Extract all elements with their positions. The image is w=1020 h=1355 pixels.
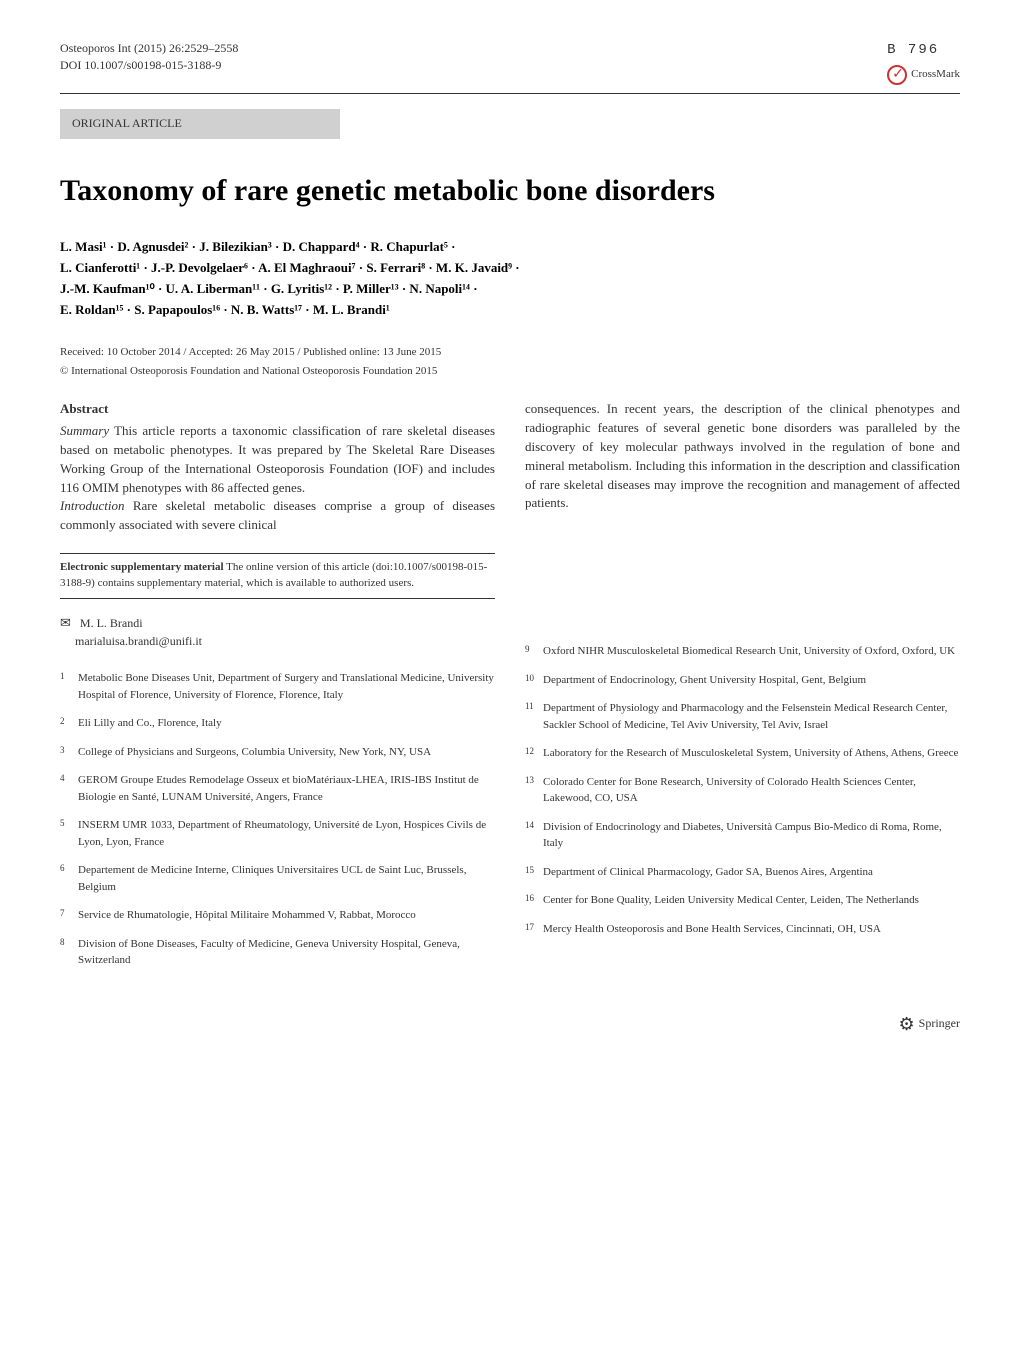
affiliation-item: 10Department of Endocrinology, Ghent Uni…	[525, 672, 960, 689]
crossmark-icon	[887, 65, 907, 85]
affiliation-text: INSERM UMR 1033, Department of Rheumatol…	[78, 817, 495, 850]
affiliation-item: 5INSERM UMR 1033, Department of Rheumato…	[60, 817, 495, 850]
received-dates: Received: 10 October 2014 / Accepted: 26…	[60, 345, 960, 361]
affiliation-item: 4GEROM Groupe Etudes Remodelage Osseux e…	[60, 772, 495, 805]
affiliation-item: 6Departement de Medicine Interne, Cliniq…	[60, 862, 495, 895]
affiliation-number: 5	[60, 817, 78, 850]
authors: L. Masi¹ · D. Agnusdei² · J. Bilezikian³…	[60, 237, 960, 320]
abstract-intro: Introduction Rare skeletal metabolic dis…	[60, 497, 495, 535]
affiliation-text: College of Physicians and Surgeons, Colu…	[78, 744, 495, 761]
envelope-icon: ✉	[60, 615, 71, 630]
affiliation-text: Colorado Center for Bone Research, Unive…	[543, 774, 960, 807]
right-column: consequences. In recent years, the descr…	[525, 400, 960, 981]
doi: DOI 10.1007/s00198-015-3188-9	[60, 57, 238, 74]
left-column: Abstract Summary This article reports a …	[60, 400, 495, 981]
affiliation-item: 13Colorado Center for Bone Research, Uni…	[525, 774, 960, 807]
affiliation-number: 10	[525, 672, 543, 689]
affiliation-item: 12Laboratory for the Research of Musculo…	[525, 745, 960, 762]
crossmark-badge[interactable]: CrossMark	[887, 65, 960, 85]
affiliation-text: Division of Bone Diseases, Faculty of Me…	[78, 936, 495, 969]
affiliation-item: 11Department of Physiology and Pharmacol…	[525, 700, 960, 733]
affiliation-number: 9	[525, 643, 543, 660]
authors-line: L. Cianferotti¹ · J.-P. Devolgelaer⁶ · A…	[60, 258, 960, 279]
springer-icon: ⚙	[899, 1011, 915, 1037]
affiliation-number: 14	[525, 819, 543, 852]
affiliation-text: Center for Bone Quality, Leiden Universi…	[543, 892, 960, 909]
affiliation-text: Department of Endocrinology, Ghent Unive…	[543, 672, 960, 689]
affiliation-text: Department of Clinical Pharmacology, Gad…	[543, 864, 960, 881]
affiliation-item: 7Service de Rhumatologie, Hôpital Milita…	[60, 907, 495, 924]
corresponding-author: ✉ M. L. Brandi marialuisa.brandi@unifi.i…	[60, 614, 495, 650]
footer: ⚙ Springer	[60, 1011, 960, 1037]
affiliation-text: Mercy Health Osteoporosis and Bone Healt…	[543, 921, 960, 938]
abstract-continuation: consequences. In recent years, the descr…	[525, 400, 960, 513]
affiliation-item: 8Division of Bone Diseases, Faculty of M…	[60, 936, 495, 969]
affiliation-item: 16Center for Bone Quality, Leiden Univer…	[525, 892, 960, 909]
affiliations-right: 9Oxford NIHR Musculoskeletal Biomedical …	[525, 643, 960, 937]
affiliations-left: 1Metabolic Bone Diseases Unit, Departmen…	[60, 670, 495, 969]
esm-box: Electronic supplementary material The on…	[60, 554, 495, 599]
copyright: © International Osteoporosis Foundation …	[60, 364, 960, 380]
intro-label: Introduction	[60, 498, 125, 513]
publisher: Springer	[919, 1015, 960, 1032]
corresponding-email: marialuisa.brandi@unifi.it	[75, 634, 202, 648]
affiliation-number: 15	[525, 864, 543, 881]
authors-line: J.-M. Kaufman¹⁰ · U. A. Liberman¹¹ · G. …	[60, 279, 960, 300]
affiliation-number: 4	[60, 772, 78, 805]
authors-line: E. Roldan¹⁵ · S. Papapoulos¹⁶ · N. B. Wa…	[60, 300, 960, 321]
affiliation-number: 3	[60, 744, 78, 761]
corresponding-name: M. L. Brandi	[80, 616, 143, 630]
affiliation-item: 17Mercy Health Osteoporosis and Bone Hea…	[525, 921, 960, 938]
affiliation-number: 7	[60, 907, 78, 924]
intro-text: Rare skeletal metabolic diseases compris…	[60, 498, 495, 532]
abstract-summary: Summary This article reports a taxonomic…	[60, 422, 495, 497]
article-title: Taxonomy of rare genetic metabolic bone …	[60, 169, 960, 213]
article-type: ORIGINAL ARTICLE	[60, 109, 340, 138]
affiliation-text: Laboratory for the Research of Musculosk…	[543, 745, 960, 762]
crossmark-label: CrossMark	[911, 67, 960, 83]
affiliation-text: Oxford NIHR Musculoskeletal Biomedical R…	[543, 643, 960, 660]
affiliation-item: 3College of Physicians and Surgeons, Col…	[60, 744, 495, 761]
affiliation-text: Eli Lilly and Co., Florence, Italy	[78, 715, 495, 732]
affiliation-text: Division of Endocrinology and Diabetes, …	[543, 819, 960, 852]
journal-ref: Osteoporos Int (2015) 26:2529–2558	[60, 40, 238, 57]
affiliation-text: GEROM Groupe Etudes Remodelage Osseux et…	[78, 772, 495, 805]
affiliation-text: Metabolic Bone Diseases Unit, Department…	[78, 670, 495, 703]
affiliation-text: Service de Rhumatologie, Hôpital Militai…	[78, 907, 495, 924]
abstract-heading: Abstract	[60, 400, 495, 419]
affiliation-number: 1	[60, 670, 78, 703]
affiliation-item: 15Department of Clinical Pharmacology, G…	[525, 864, 960, 881]
authors-line: L. Masi¹ · D. Agnusdei² · J. Bilezikian³…	[60, 237, 960, 258]
page-badge: B 796	[887, 40, 960, 60]
summary-label: Summary	[60, 423, 109, 438]
affiliation-number: 8	[60, 936, 78, 969]
affiliation-item: 9Oxford NIHR Musculoskeletal Biomedical …	[525, 643, 960, 660]
affiliation-number: 11	[525, 700, 543, 733]
header-divider	[60, 93, 960, 94]
affiliation-item: 1Metabolic Bone Diseases Unit, Departmen…	[60, 670, 495, 703]
affiliation-number: 17	[525, 921, 543, 938]
affiliation-number: 13	[525, 774, 543, 807]
summary-text: This article reports a taxonomic classif…	[60, 423, 495, 495]
affiliation-number: 16	[525, 892, 543, 909]
journal-info: Osteoporos Int (2015) 26:2529–2558 DOI 1…	[60, 40, 238, 75]
affiliation-number: 12	[525, 745, 543, 762]
affiliation-item: 14Division of Endocrinology and Diabetes…	[525, 819, 960, 852]
affiliation-item: 2Eli Lilly and Co., Florence, Italy	[60, 715, 495, 732]
affiliation-number: 2	[60, 715, 78, 732]
affiliation-text: Departement de Medicine Interne, Cliniqu…	[78, 862, 495, 895]
esm-label: Electronic supplementary material	[60, 561, 224, 573]
affiliation-text: Department of Physiology and Pharmacolog…	[543, 700, 960, 733]
affiliation-number: 6	[60, 862, 78, 895]
